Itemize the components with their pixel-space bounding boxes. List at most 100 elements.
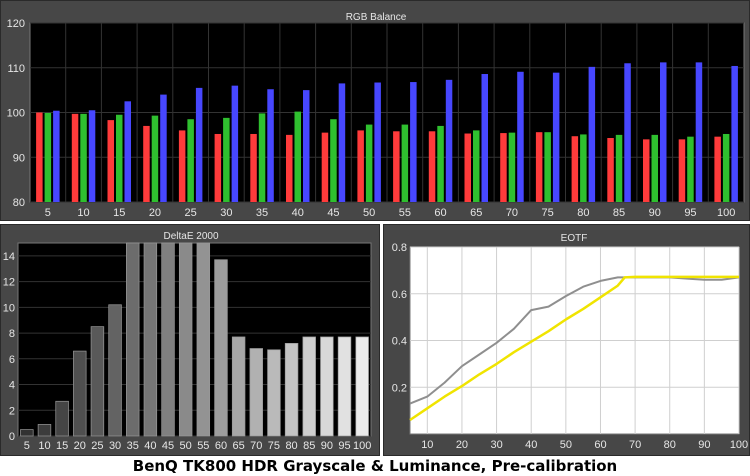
y-tick-label: 0 [9, 431, 15, 443]
chart-title: DeltaE 2000 [163, 231, 218, 242]
y-tick-label: 10 [3, 302, 15, 314]
bar [37, 424, 52, 437]
bar [88, 110, 96, 202]
bar [714, 136, 721, 202]
bar [196, 242, 211, 437]
x-tick-label: 90 [649, 207, 661, 219]
y-tick-label: 0.4 [392, 336, 407, 348]
bar [267, 89, 274, 202]
deltae-2000-chart: DeltaE 2000 0 2 4 6 8 10 12 14 5 10 15 20 25 30 35 40 45 5… [3, 231, 372, 452]
bar [160, 94, 167, 202]
x-tick-label: 90 [321, 440, 333, 452]
bar [178, 130, 186, 202]
x-tick-label: 70 [506, 207, 518, 219]
bar [437, 125, 444, 202]
x-tick-label: 35 [256, 207, 268, 219]
bar [428, 131, 436, 202]
bar [651, 134, 658, 202]
x-tick-label: 30 [490, 439, 502, 451]
x-tick-label: 10 [77, 207, 89, 219]
bar [107, 120, 114, 202]
x-tick-label: 40 [525, 439, 537, 451]
bar [321, 132, 329, 202]
eotf-chart: EOTF 0.2 0.4 0.6 0.8 10 20 30 40 50 60 70 80 90 100 [392, 233, 748, 451]
bar [401, 124, 409, 202]
x-tick-label: 25 [185, 207, 197, 219]
bar [571, 136, 579, 202]
x-tick-label: 45 [327, 207, 339, 219]
bar [126, 242, 140, 437]
bar [303, 90, 310, 202]
x-tick-label: 15 [56, 440, 68, 452]
x-tick-label: 40 [144, 440, 156, 452]
bar [178, 242, 193, 437]
bar [481, 74, 488, 202]
bar [508, 132, 516, 202]
bar [355, 336, 369, 437]
y-tick-label: 110 [7, 63, 25, 75]
bar [580, 134, 587, 202]
x-tick-label: 50 [180, 440, 192, 452]
x-tick-label: 30 [220, 207, 232, 219]
x-tick-label: 85 [613, 207, 625, 219]
bar [53, 110, 60, 202]
bar [80, 113, 87, 202]
bar [90, 326, 105, 437]
bar [660, 62, 667, 202]
bar [124, 101, 131, 202]
y-tick-label: 4 [9, 380, 15, 392]
x-tick-label: 70 [250, 440, 262, 452]
x-tick-label: 60 [594, 439, 606, 451]
y-tick-label: 0.2 [392, 382, 407, 394]
bar [687, 136, 694, 202]
bar [517, 71, 524, 202]
bar [445, 79, 453, 202]
bar [214, 259, 228, 437]
x-tick-label: 80 [577, 207, 589, 219]
bar [500, 133, 507, 202]
x-tick-label: 25 [91, 440, 103, 452]
bar [116, 114, 123, 202]
x-tick-label: 60 [215, 440, 227, 452]
bar [195, 87, 203, 202]
bar [393, 131, 400, 202]
bar [187, 119, 194, 202]
x-tick-label: 80 [285, 440, 297, 452]
x-tick-label: 95 [338, 440, 350, 452]
x-tick-label: 95 [684, 207, 696, 219]
x-tick-label: 55 [399, 207, 411, 219]
bar [643, 139, 650, 202]
y-tick-label: 0.8 [392, 242, 407, 254]
x-tick-label: 20 [74, 440, 86, 452]
x-tick-label: 60 [434, 207, 446, 219]
y-tick-label: 14 [3, 251, 15, 263]
x-tick-label: 30 [109, 440, 121, 452]
bar [731, 65, 738, 203]
bar [678, 139, 686, 202]
x-tick-label: 5 [45, 207, 51, 219]
bar [143, 125, 150, 202]
x-tick-label: 75 [268, 440, 280, 452]
x-tick-label: 20 [456, 439, 468, 451]
x-tick-label: 100 [353, 440, 371, 452]
x-tick-label: 75 [542, 207, 554, 219]
y-tick-label: 12 [3, 277, 15, 289]
x-tick-label: 80 [664, 439, 676, 451]
bar [36, 112, 43, 202]
bar [73, 350, 87, 437]
x-tick-label: 90 [698, 439, 710, 451]
x-tick-label: 5 [24, 440, 30, 452]
bar [338, 83, 346, 202]
bar [330, 119, 337, 202]
bar [607, 138, 614, 202]
bar [231, 85, 239, 202]
x-tick-label: 55 [197, 440, 209, 452]
rgb-balance-panel: RGB Balance 80 90 100 110 120 5 10 15 20 25 30 35 40 4… [0, 0, 750, 221]
bar [464, 133, 471, 202]
figure-caption: BenQ TK800 HDR Grayscale & Luminance, Pr… [132, 457, 618, 475]
bar [722, 133, 730, 202]
bar [286, 134, 293, 202]
bar [473, 130, 480, 202]
series-line [409, 275, 739, 422]
bar [249, 348, 263, 437]
